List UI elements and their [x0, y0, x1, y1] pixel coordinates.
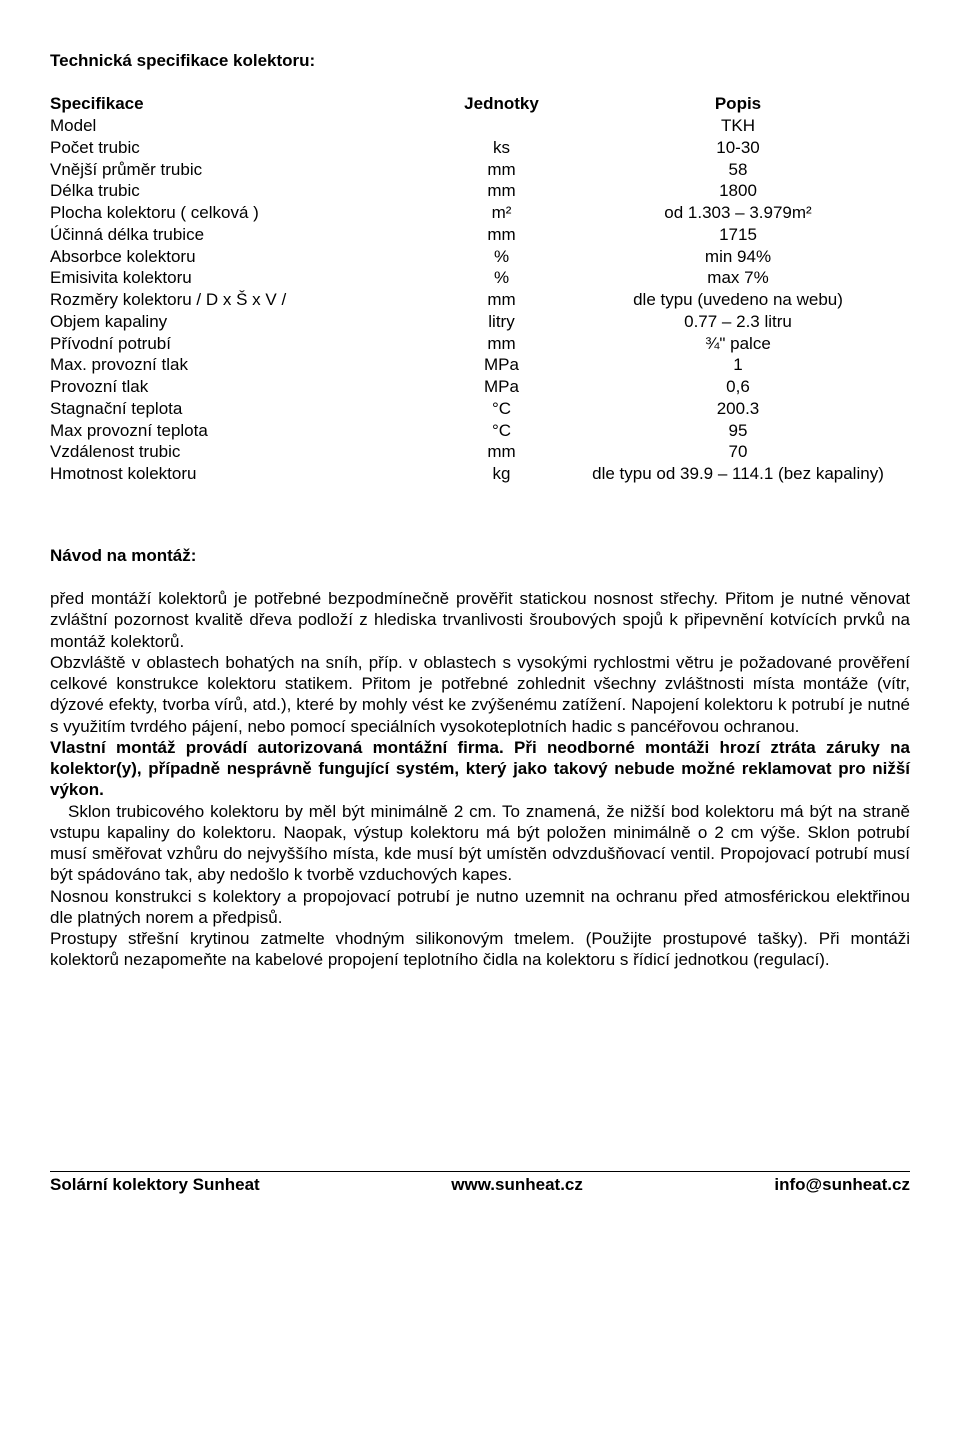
- paragraph-3-bold: Vlastní montáž provádí autorizovaná mont…: [50, 737, 910, 801]
- cell-unit: mm: [437, 224, 566, 246]
- table-row: Stagnační teplota°C200.3: [50, 398, 910, 420]
- paragraph-6: Prostupy střešní krytinou zatmelte vhodn…: [50, 928, 910, 971]
- cell-desc: 0.77 – 2.3 litru: [566, 311, 910, 333]
- footer-left: Solární kolektory Sunheat: [50, 1174, 260, 1195]
- cell-spec: Přívodní potrubí: [50, 333, 437, 355]
- table-row: Max. provozní tlakMPa1: [50, 354, 910, 376]
- cell-desc: 95: [566, 420, 910, 442]
- cell-unit: mm: [437, 333, 566, 355]
- cell-unit: litry: [437, 311, 566, 333]
- cell-spec: Model: [50, 115, 437, 137]
- cell-desc: TKH: [566, 115, 910, 137]
- cell-desc: ¾" palce: [566, 333, 910, 355]
- header-spec: Specifikace: [50, 93, 437, 115]
- section-title: Návod na montáž:: [50, 545, 910, 566]
- cell-spec: Rozměry kolektoru / D x Š x V /: [50, 289, 437, 311]
- cell-spec: Vzdálenost trubic: [50, 441, 437, 463]
- header-units: Jednotky: [437, 93, 566, 115]
- cell-unit: MPa: [437, 376, 566, 398]
- cell-unit: °C: [437, 398, 566, 420]
- cell-spec: Počet trubic: [50, 137, 437, 159]
- table-row: Vnější průměr trubicmm58: [50, 159, 910, 181]
- footer: Solární kolektory Sunheat www.sunheat.cz…: [50, 1171, 910, 1195]
- table-row: Účinná délka trubicemm1715: [50, 224, 910, 246]
- spec-table: Specifikace Jednotky Popis Model TKH Poče…: [50, 93, 910, 485]
- cell-unit: %: [437, 267, 566, 289]
- paragraph-2: Obzvláště v oblastech bohatých na sníh, …: [50, 652, 910, 737]
- table-row: Model TKH: [50, 115, 910, 137]
- cell-spec: Absorbce kolektoru: [50, 246, 437, 268]
- cell-unit: mm: [437, 180, 566, 202]
- cell-spec: Max. provozní tlak: [50, 354, 437, 376]
- table-row: Objem kapalinylitry0.77 – 2.3 litru: [50, 311, 910, 333]
- cell-unit: kg: [437, 463, 566, 485]
- table-row: Provozní tlakMPa0,6: [50, 376, 910, 398]
- header-desc: Popis: [566, 93, 910, 115]
- cell-desc: 58: [566, 159, 910, 181]
- cell-unit: ks: [437, 137, 566, 159]
- page-title: Technická specifikace kolektoru:: [50, 50, 910, 71]
- table-header-row: Specifikace Jednotky Popis: [50, 93, 910, 115]
- cell-spec: Hmotnost kolektoru: [50, 463, 437, 485]
- footer-center: www.sunheat.cz: [451, 1174, 583, 1195]
- table-row: Počet trubicks10-30: [50, 137, 910, 159]
- cell-desc: 0,6: [566, 376, 910, 398]
- paragraph-5: Nosnou konstrukci s kolektory a propojov…: [50, 886, 910, 929]
- cell-desc: 1715: [566, 224, 910, 246]
- cell-spec: Objem kapaliny: [50, 311, 437, 333]
- cell-unit: [437, 115, 566, 137]
- table-row: Vzdálenost trubicmm70: [50, 441, 910, 463]
- cell-spec: Max provozní teplota: [50, 420, 437, 442]
- cell-spec: Stagnační teplota: [50, 398, 437, 420]
- cell-desc: min 94%: [566, 246, 910, 268]
- paragraph-1: před montáží kolektorů je potřebné bezpo…: [50, 588, 910, 652]
- cell-desc: od 1.303 – 3.979m²: [566, 202, 910, 224]
- paragraph-4: Sklon trubicového kolektoru by měl být m…: [50, 801, 910, 886]
- table-row: Hmotnost kolektorukgdle typu od 39.9 – 1…: [50, 463, 910, 485]
- cell-unit: mm: [437, 289, 566, 311]
- cell-spec: Plocha kolektoru ( celková ): [50, 202, 437, 224]
- cell-desc: dle typu (uvedeno na webu): [566, 289, 910, 311]
- cell-desc: 1800: [566, 180, 910, 202]
- cell-unit: °C: [437, 420, 566, 442]
- cell-spec: Vnější průměr trubic: [50, 159, 437, 181]
- table-row: Max provozní teplota°C95: [50, 420, 910, 442]
- cell-desc: 10-30: [566, 137, 910, 159]
- cell-spec: Účinná délka trubice: [50, 224, 437, 246]
- cell-unit: m²: [437, 202, 566, 224]
- cell-spec: Délka trubic: [50, 180, 437, 202]
- cell-desc: dle typu od 39.9 – 114.1 (bez kapaliny): [566, 463, 910, 485]
- cell-desc: 1: [566, 354, 910, 376]
- cell-unit: %: [437, 246, 566, 268]
- cell-desc: 200.3: [566, 398, 910, 420]
- cell-unit: mm: [437, 159, 566, 181]
- table-row: Plocha kolektoru ( celková )m²od 1.303 –…: [50, 202, 910, 224]
- footer-divider: [50, 1171, 910, 1172]
- cell-unit: mm: [437, 441, 566, 463]
- table-row: Přívodní potrubímm¾" palce: [50, 333, 910, 355]
- cell-desc: 70: [566, 441, 910, 463]
- cell-unit: MPa: [437, 354, 566, 376]
- table-row: Délka trubicmm1800: [50, 180, 910, 202]
- cell-spec: Emisivita kolektoru: [50, 267, 437, 289]
- table-row: Absorbce kolektoru%min 94%: [50, 246, 910, 268]
- footer-right: info@sunheat.cz: [774, 1174, 910, 1195]
- cell-desc: max 7%: [566, 267, 910, 289]
- table-row: Rozměry kolektoru / D x Š x V /mmdle typ…: [50, 289, 910, 311]
- table-row: Emisivita kolektoru%max 7%: [50, 267, 910, 289]
- cell-spec: Provozní tlak: [50, 376, 437, 398]
